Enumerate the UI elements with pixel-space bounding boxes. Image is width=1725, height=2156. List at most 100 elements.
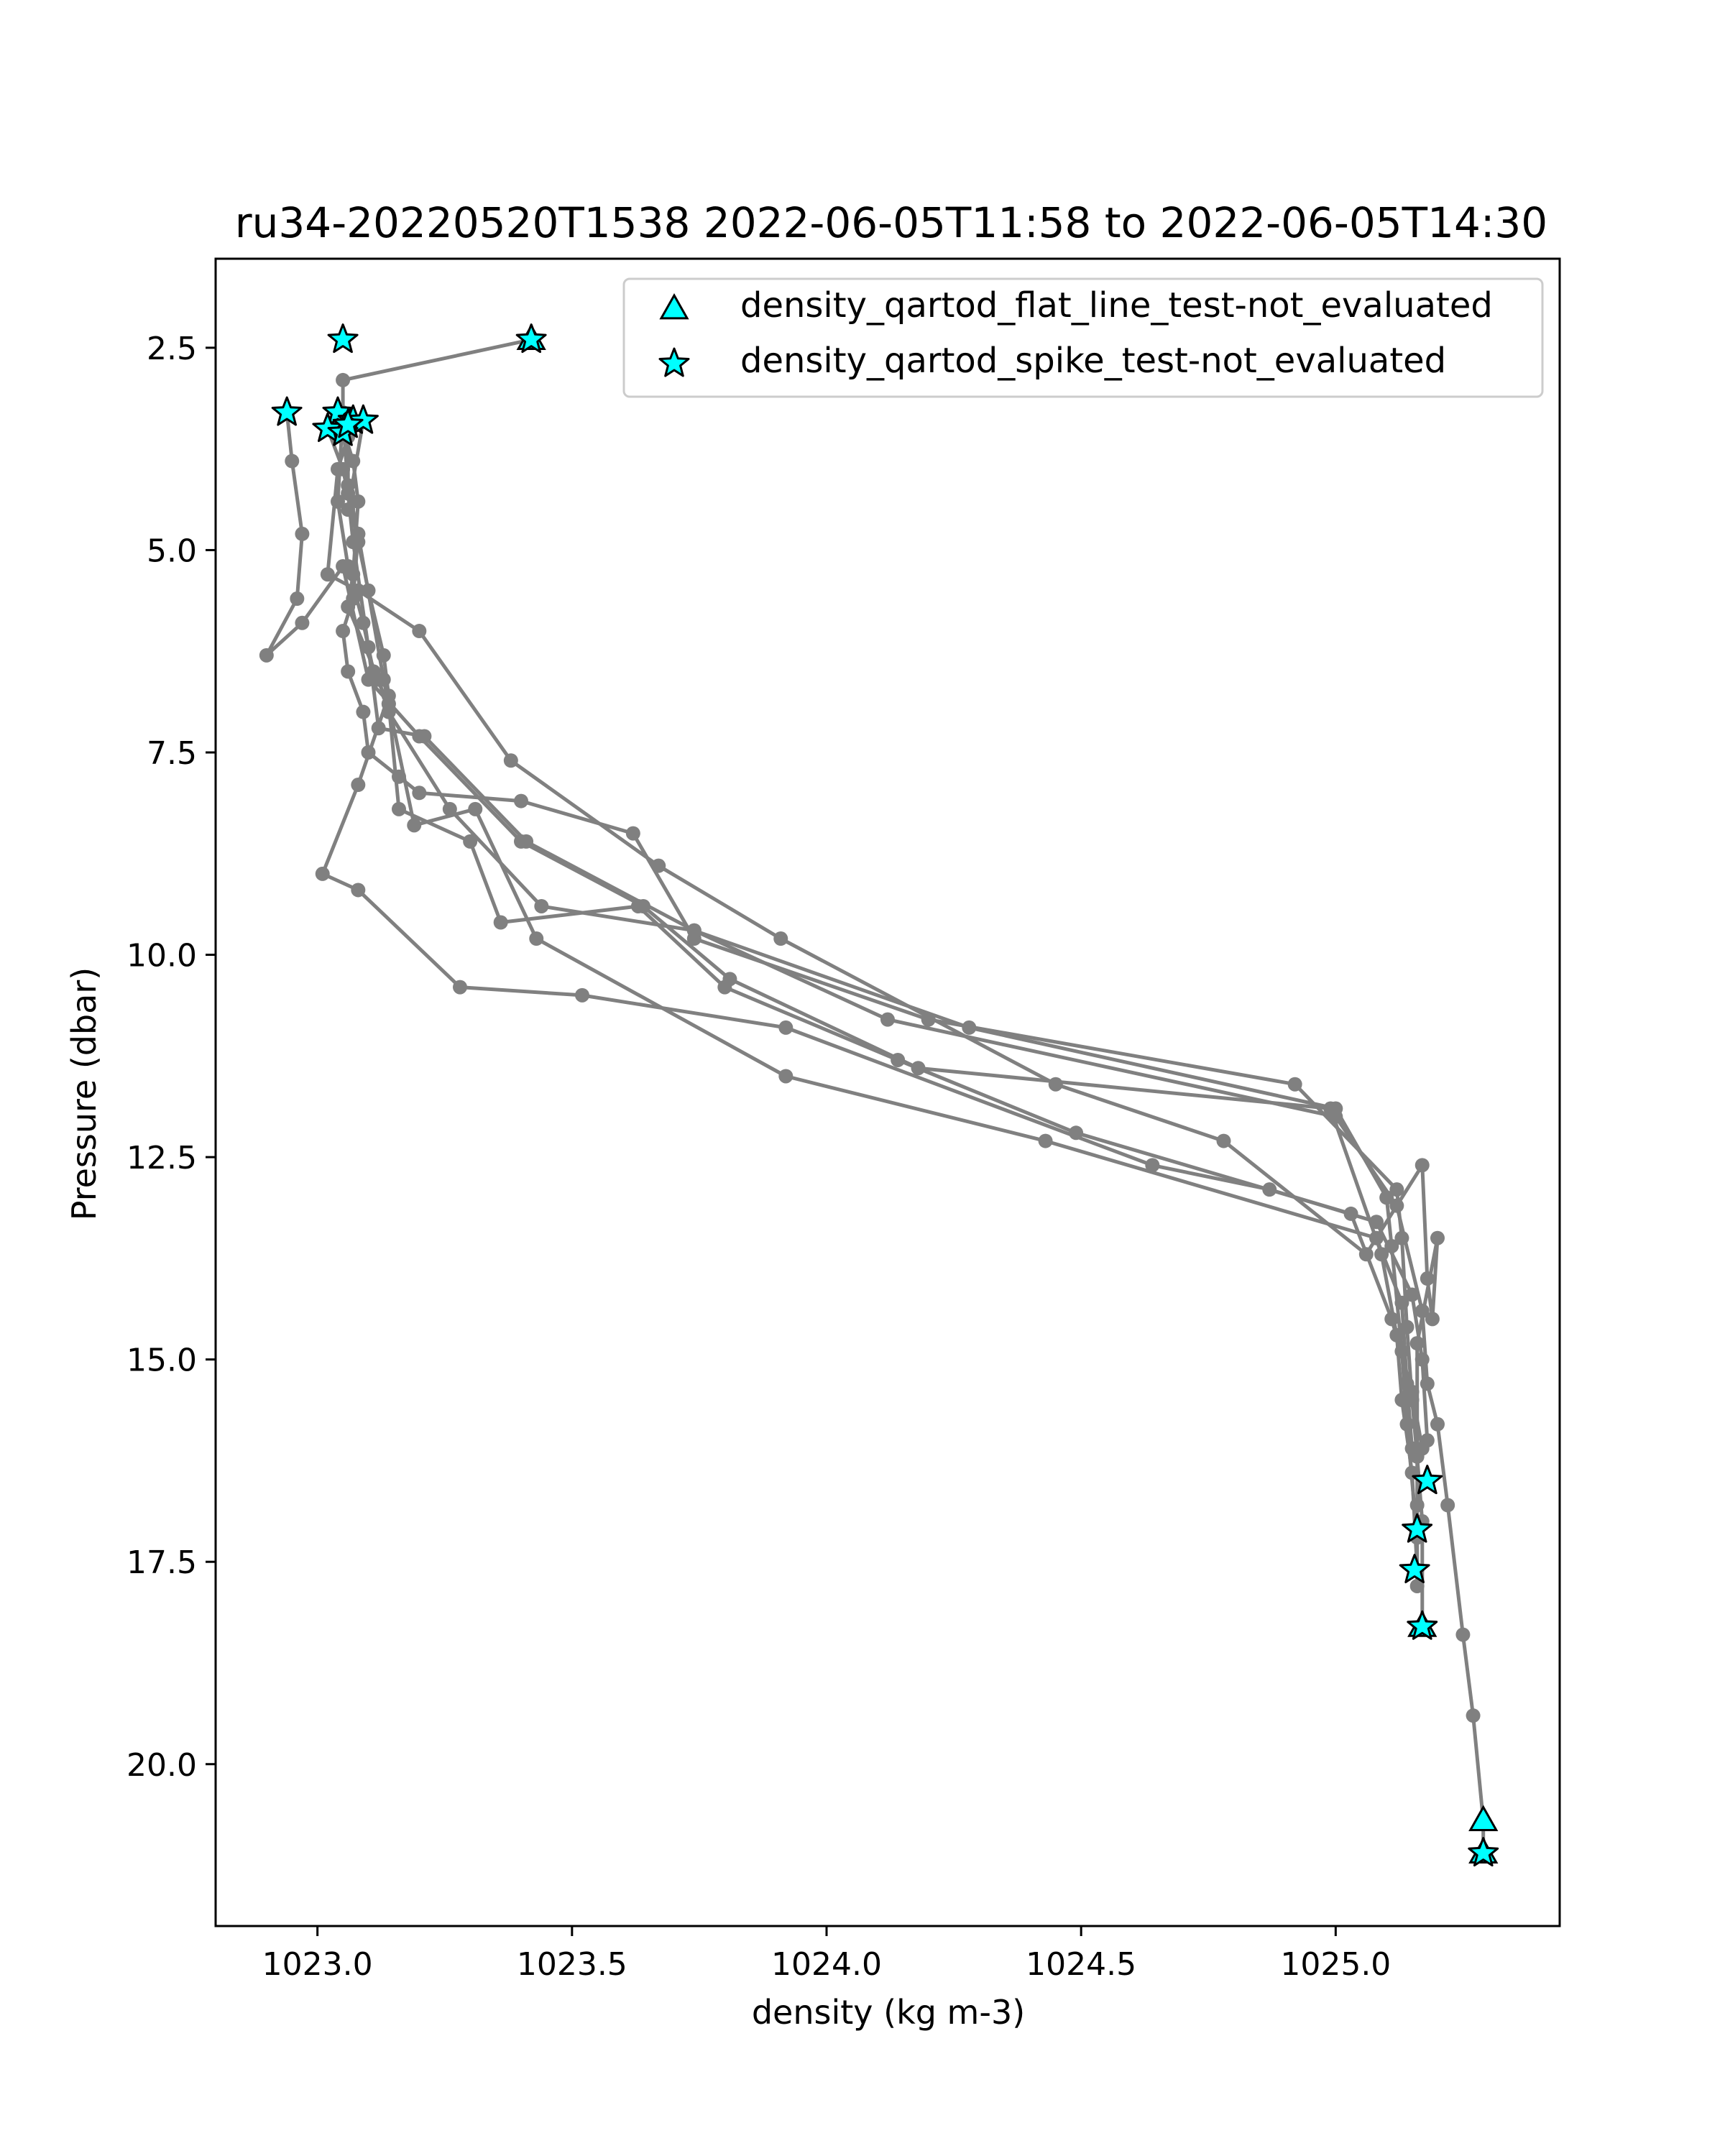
profile-point <box>529 931 544 946</box>
legend-star-marker <box>658 347 690 377</box>
profile-point <box>336 372 351 387</box>
profile-point <box>773 931 788 946</box>
profile-line <box>346 420 1414 1449</box>
profile-point <box>1216 1133 1231 1148</box>
profile-point <box>625 826 640 841</box>
profile-point <box>1379 1190 1394 1205</box>
profile-point <box>417 729 432 744</box>
profile-point <box>1399 1376 1414 1391</box>
profile-point <box>320 567 335 582</box>
profile-point <box>351 494 366 509</box>
profile-point <box>962 1020 977 1035</box>
x-tick-label: 1024.5 <box>1026 1946 1136 1983</box>
profile-point <box>519 834 534 849</box>
profile-point <box>336 624 351 639</box>
profile-point <box>1389 1327 1404 1342</box>
profile-point <box>493 915 508 930</box>
profile-point <box>315 866 330 881</box>
profile-point <box>1414 1158 1430 1173</box>
profile-point <box>341 599 356 614</box>
y-tick-label: 20.0 <box>126 1747 197 1784</box>
profile-point <box>1048 1077 1063 1092</box>
x-axis: 1023.0 1023.5 1024.0 1024.5 1025.0 <box>262 1926 1391 1983</box>
profile-point <box>361 583 376 598</box>
spike-flag-marker <box>1407 1610 1438 1640</box>
profile-point <box>880 1012 895 1027</box>
profile-point <box>1466 1708 1481 1723</box>
profile-point <box>1394 1392 1409 1407</box>
spike-flag-marker <box>271 396 303 426</box>
profile-point <box>351 583 366 598</box>
profile-point <box>503 753 518 768</box>
profile-point <box>341 486 356 501</box>
profile-point <box>1409 1498 1425 1513</box>
profile-point <box>686 923 702 938</box>
plot-marks <box>259 323 1499 1867</box>
profile-point <box>351 883 366 898</box>
profile-point <box>1394 1344 1409 1359</box>
profile-point <box>341 664 356 679</box>
profile-point <box>911 1061 926 1076</box>
profile-point <box>412 786 427 801</box>
x-tick-label: 1024.0 <box>771 1946 882 1983</box>
profile-point <box>778 1020 794 1035</box>
profile-point <box>1069 1125 1084 1141</box>
profile-point <box>366 664 381 679</box>
profile-point <box>376 672 391 687</box>
profile-point <box>717 980 732 995</box>
spike-flag-marker <box>515 323 547 354</box>
y-axis-label: Pressure (dbar) <box>65 967 104 1220</box>
profile-point <box>514 793 528 808</box>
profile-point <box>630 898 645 913</box>
spike-flag-marker <box>347 404 379 434</box>
profile-point <box>1287 1077 1302 1092</box>
profile-point <box>392 801 406 816</box>
plot-area-frame <box>214 257 1561 1927</box>
profile-point <box>1409 1336 1425 1351</box>
profile-point <box>1409 1578 1425 1593</box>
profile-point <box>1404 1441 1420 1456</box>
legend-label-spike: density_qartod_spike_test-not_evaluated <box>740 341 1446 381</box>
profile-point <box>341 558 356 573</box>
y-tick-label: 5.0 <box>147 533 197 569</box>
legend-box <box>622 277 1544 398</box>
legend-label-flat-line: density_qartod_flat_line_test-not_evalua… <box>740 285 1493 326</box>
profile-point <box>1399 1319 1414 1335</box>
flat-line-flag-marker <box>1468 1805 1499 1832</box>
profile-point <box>356 615 371 630</box>
profile-point <box>1384 1238 1399 1253</box>
profile-point <box>1414 1304 1430 1319</box>
profile-point <box>407 818 422 833</box>
profile-point <box>285 453 300 469</box>
profile-point <box>295 615 310 630</box>
y-tick-label: 12.5 <box>126 1140 197 1176</box>
profile-point <box>341 502 356 517</box>
profile-point <box>356 704 371 719</box>
profile-point <box>351 526 366 541</box>
y-tick-label: 17.5 <box>126 1544 197 1581</box>
y-axis: 2.5 5.0 7.5 10.0 12.5 15.0 17.5 20.0 <box>126 331 216 1784</box>
profile-point <box>392 769 406 784</box>
spike-flag-marker <box>1412 1465 1443 1495</box>
profile-point <box>412 624 427 639</box>
profile-point <box>371 721 386 736</box>
x-tick-label: 1025.0 <box>1280 1946 1391 1983</box>
profile-point <box>331 494 345 509</box>
profile-point <box>346 453 361 469</box>
profile-point <box>534 898 549 913</box>
profile-point <box>891 1052 906 1067</box>
y-tick-label: 7.5 <box>147 735 197 772</box>
profile-point <box>295 526 310 541</box>
profile-point <box>1404 1287 1420 1302</box>
profile-point <box>453 980 467 995</box>
y-tick-label: 10.0 <box>126 938 197 975</box>
profile-point <box>361 640 376 655</box>
profile-point <box>351 778 366 793</box>
profile-point <box>1038 1133 1053 1148</box>
profile-point <box>1328 1101 1343 1116</box>
spike-flag-marker <box>327 323 359 354</box>
profile-point <box>1262 1182 1277 1197</box>
profile-point <box>463 834 478 849</box>
profile-point <box>1389 1182 1404 1197</box>
y-tick-label: 15.0 <box>126 1342 197 1379</box>
